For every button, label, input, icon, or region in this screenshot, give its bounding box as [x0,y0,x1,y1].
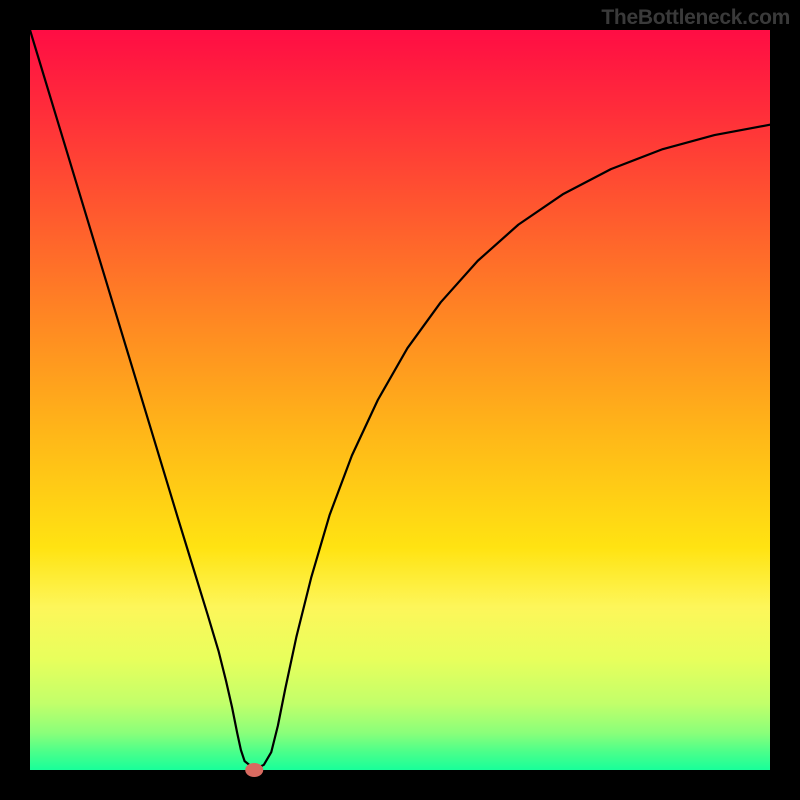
chart-container: TheBottleneck.com [0,0,800,800]
bottleneck-curve [30,30,770,768]
watermark-text: TheBottleneck.com [601,6,790,30]
min-marker [245,763,263,777]
curve-overlay [0,0,800,800]
